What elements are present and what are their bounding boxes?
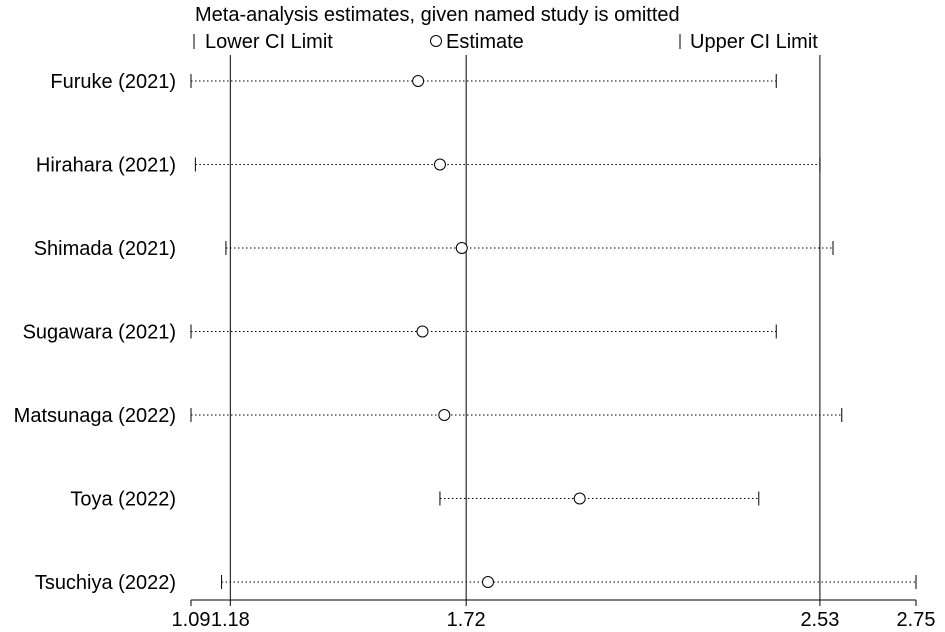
x-tick-label-4: 2.75 — [897, 609, 936, 631]
estimate-marker-6 — [481, 576, 494, 588]
chart-title: Meta-analysis estimates, given named stu… — [195, 4, 680, 26]
legend-upper-label: Upper CI Limit — [690, 31, 818, 53]
study-label-6: Tsuchiya (2022) — [35, 572, 176, 594]
estimate-marker-4 — [438, 409, 451, 421]
legend-estimate-label: Estimate — [446, 31, 524, 53]
study-label-5: Toya (2022) — [70, 489, 176, 511]
estimate-marker-0 — [412, 75, 425, 87]
estimate-marker-2 — [455, 242, 468, 254]
x-tick-label-3: 2.53 — [800, 609, 839, 631]
plot-area — [190, 55, 917, 600]
estimate-marker-1 — [433, 158, 446, 171]
x-axis: 1.09 1.18 1.72 2.53 2.75 — [172, 599, 936, 631]
study-labels: Furuke (2021) Hirahara (2021) Shimada (202… — [14, 71, 176, 594]
study-label-2: Shimada (2021) — [34, 238, 176, 260]
study-label-1: Hirahara (2021) — [36, 155, 176, 177]
study-label-0: Furuke (2021) — [50, 71, 176, 93]
x-tick-label-2: 1.72 — [447, 609, 486, 631]
estimate-marker-3 — [416, 325, 429, 338]
study-label-4: Matsunaga (2022) — [14, 405, 176, 427]
x-tick-label-1: 1.18 — [211, 609, 250, 631]
legend: Lower CI Limit Estimate Upper CI Limit — [193, 31, 818, 53]
legend-lower-label: Lower CI Limit — [205, 31, 333, 53]
estimate-marker-5 — [573, 492, 586, 505]
x-tick-label-0: 1.09 — [172, 609, 211, 631]
legend-estimate-marker — [430, 35, 442, 47]
study-label-3: Sugawara (2021) — [23, 322, 176, 344]
